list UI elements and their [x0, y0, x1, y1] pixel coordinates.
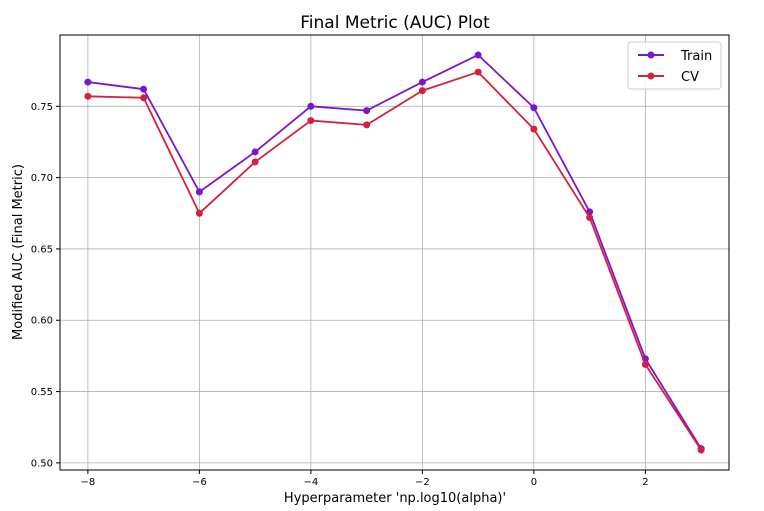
x-tick-label: 2: [642, 477, 648, 488]
data-point-train: [474, 51, 482, 59]
y-tick-label: 0.65: [31, 244, 53, 255]
legend-label-train: Train: [680, 49, 712, 64]
data-point-cv: [195, 209, 203, 217]
data-point-train: [307, 102, 315, 110]
y-tick-label: 0.50: [31, 458, 53, 469]
chart-title: Final Metric (AUC) Plot: [300, 13, 490, 33]
data-point-train: [530, 104, 538, 112]
data-point-cv: [84, 92, 92, 100]
data-point-cv: [641, 360, 649, 368]
data-point-cv: [140, 94, 148, 102]
x-tick-label: −6: [192, 477, 207, 488]
series-cv: [84, 68, 705, 454]
data-point-train: [363, 107, 371, 115]
y-tick-label: 0.75: [31, 102, 53, 113]
series-train: [84, 51, 705, 453]
data-point-train: [195, 188, 203, 196]
x-tick-label: −8: [81, 477, 96, 488]
legend-label-cv: CV: [681, 70, 699, 85]
data-point-cv: [307, 117, 315, 125]
data-point-cv: [418, 87, 426, 95]
data-point-cv: [363, 121, 371, 129]
x-tick-label: 0: [531, 477, 537, 488]
x-tick-label: −2: [415, 477, 430, 488]
data-point-cv: [474, 68, 482, 76]
data-point-train: [84, 78, 92, 86]
x-axis-label: Hyperparameter 'np.log10(alpha)': [284, 491, 506, 506]
y-tick-label: 0.70: [31, 173, 53, 184]
series-layer: [84, 51, 705, 454]
x-tick-label: −4: [304, 477, 319, 488]
x-axis: −8 −6 −4 −2 0 2: [81, 470, 649, 488]
series-line-train: [87, 54, 702, 450]
legend: Train CV: [627, 41, 722, 90]
data-point-cv: [251, 158, 259, 166]
data-point-cv: [530, 125, 538, 133]
data-point-train: [140, 85, 148, 93]
y-axis-label: Modified AUC (Final Metric): [11, 164, 26, 340]
y-tick-label: 0.60: [31, 316, 53, 327]
y-tick-label: 0.55: [31, 387, 53, 398]
plot-frame: [59, 34, 730, 471]
data-point-cv: [697, 446, 705, 454]
data-point-train: [251, 148, 259, 156]
legend-marker-cv: [647, 72, 655, 80]
data-point-train: [418, 78, 426, 86]
y-axis: 0.50 0.55 0.60 0.65 0.70 0.75: [31, 102, 60, 469]
legend-marker-train: [647, 51, 655, 59]
data-point-cv: [586, 214, 594, 222]
series-line-cv: [87, 71, 702, 451]
